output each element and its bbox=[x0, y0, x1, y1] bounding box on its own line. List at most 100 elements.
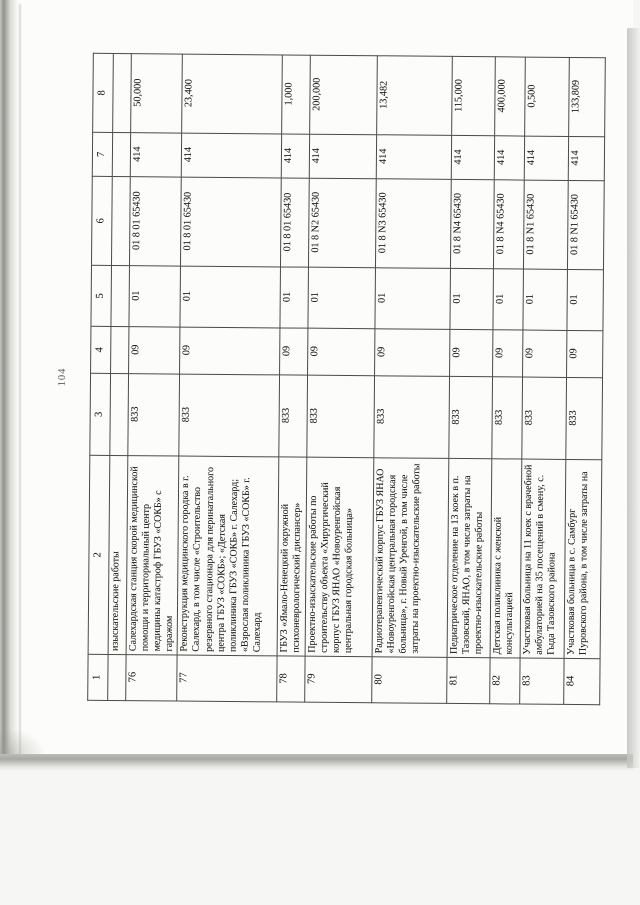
subsection-code-cell: 01 bbox=[307, 267, 376, 329]
budget-table: 1 2 3 4 5 6 7 8 изыскательские работы bbox=[87, 53, 605, 705]
table-row: 77 Реконструкция медицинского городка в … bbox=[177, 54, 283, 702]
section-code-cell: 09 bbox=[374, 328, 450, 377]
expense-type-cell: 414 bbox=[181, 133, 283, 178]
column-header: 3 bbox=[89, 373, 111, 456]
amount-cell: 1,000 bbox=[282, 54, 310, 135]
subsection-code-cell: 01 bbox=[492, 268, 524, 331]
row-number-cell: 84 bbox=[563, 658, 600, 705]
row-number-cell: 81 bbox=[446, 657, 490, 704]
table-row: 84 Участковая больница в с. Самбург Пуро… bbox=[563, 57, 605, 705]
object-name-cell: Радиотерапевтический корпус ГБУЗ ЯНАО «Н… bbox=[371, 457, 449, 658]
amount-cell: 400,000 bbox=[494, 56, 525, 137]
subsection-code-cell: 01 bbox=[128, 265, 181, 328]
section-code-cell: 09 bbox=[449, 329, 493, 377]
row-number-cell: 82 bbox=[489, 657, 520, 705]
grbs-code-cell: 833 bbox=[491, 376, 523, 460]
grbs-code-cell: 833 bbox=[521, 377, 567, 460]
expense-type-cell: 414 bbox=[493, 135, 525, 181]
column-header: 8 bbox=[92, 53, 114, 133]
amount-cell: 23,400 bbox=[182, 54, 283, 134]
grbs-code-cell: 833 bbox=[565, 377, 603, 460]
amount-cell: 50,000 bbox=[130, 53, 183, 134]
grbs-code-cell: 833 bbox=[306, 375, 375, 458]
object-name-cell: ГБУЗ «Ямало-Ненецкий окружной психоневро… bbox=[277, 456, 307, 657]
table-row: 76 Салехардская станция скорой медицинск… bbox=[125, 53, 183, 702]
column-header: 1 bbox=[87, 654, 109, 701]
amount-cell: 115,000 bbox=[451, 56, 495, 136]
expense-type-cell: 414 bbox=[375, 134, 452, 180]
subsection-code-cell bbox=[110, 265, 130, 327]
target-article-cell: 01 8 N3 65430 bbox=[375, 178, 451, 269]
target-article-cell: 01 8 N1 65430 bbox=[523, 180, 568, 270]
rotated-page-content: 104 1 2 3 4 5 6 7 8 изыскательские работ… bbox=[57, 53, 605, 705]
grbs-code-cell bbox=[109, 373, 129, 456]
column-header: 7 bbox=[92, 132, 113, 177]
row-number-cell: 78 bbox=[277, 655, 305, 703]
section-code-cell: 09 bbox=[522, 330, 567, 378]
amount-cell bbox=[112, 53, 132, 133]
section-code-cell: 09 bbox=[179, 327, 281, 375]
subsection-code-cell: 01 bbox=[374, 267, 451, 330]
target-article-cell bbox=[111, 176, 131, 266]
expense-type-cell: 414 bbox=[308, 134, 377, 179]
column-header: 4 bbox=[90, 326, 111, 374]
grbs-code-cell: 833 bbox=[448, 376, 493, 459]
expense-type-cell: 414 bbox=[567, 136, 605, 181]
object-name-cell: изыскательские работы bbox=[108, 455, 128, 655]
target-article-cell: 01 8 N4 65430 bbox=[493, 179, 524, 270]
object-name-cell: Участковая больница на 11 коек с врачебн… bbox=[519, 459, 566, 659]
row-number-cell bbox=[107, 654, 127, 701]
object-name-cell: Проектно-изыскательские работы по строит… bbox=[304, 457, 374, 657]
grbs-code-cell: 833 bbox=[279, 374, 308, 458]
section-code-cell: 09 bbox=[566, 330, 603, 378]
object-name-cell: Детская поликлиника с женской консультац… bbox=[489, 458, 522, 659]
target-article-cell: 01 8 01 65430 bbox=[280, 177, 309, 268]
row-number-cell: 76 bbox=[125, 654, 178, 702]
target-article-cell: 01 8 N2 65430 bbox=[308, 178, 376, 268]
subsection-code-cell: 01 bbox=[180, 266, 281, 328]
target-article-cell: 01 8 01 65430 bbox=[180, 177, 282, 267]
subsection-code-cell: 01 bbox=[522, 269, 568, 331]
row-number-cell: 80 bbox=[371, 656, 447, 704]
expense-type-cell bbox=[112, 132, 131, 177]
expense-type-cell: 414 bbox=[281, 133, 310, 179]
section-code-cell: 09 bbox=[279, 327, 308, 376]
object-name-cell: Салехардская станция скорой медицинской … bbox=[126, 455, 180, 656]
row-number-cell: 79 bbox=[304, 656, 372, 703]
section-code-cell: 09 bbox=[128, 326, 181, 375]
expense-type-cell: 414 bbox=[450, 135, 495, 180]
column-header: 5 bbox=[90, 265, 112, 327]
column-header: 2 bbox=[88, 455, 110, 655]
row-number-cell: 77 bbox=[177, 655, 278, 702]
table-row: 79 Проектно-изыскательские работы по стр… bbox=[304, 55, 377, 703]
paper-edge-shadow-bottom bbox=[0, 754, 633, 771]
target-article-cell: 01 8 N1 65430 bbox=[567, 180, 604, 270]
grbs-code-cell: 833 bbox=[179, 374, 280, 457]
target-article-cell: 01 8 N4 65430 bbox=[450, 179, 494, 269]
subsection-code-cell: 01 bbox=[280, 266, 309, 329]
grbs-code-cell: 833 bbox=[373, 375, 450, 459]
row-number-cell: 83 bbox=[519, 658, 564, 705]
amount-cell: 133,809 bbox=[568, 57, 605, 137]
grbs-code-cell: 833 bbox=[127, 373, 180, 457]
object-name-cell: Реконструкция медицинского городка в г. … bbox=[177, 456, 280, 656]
paper-edge-shadow-right bbox=[627, 28, 640, 768]
section-code-cell: 09 bbox=[307, 328, 375, 376]
paper-edge-line-left bbox=[19, 4, 21, 756]
column-header: 6 bbox=[91, 176, 113, 266]
paper-edge-shadow-left bbox=[0, 0, 18, 762]
table-row: 83 Участковая больница на 11 коек с врач… bbox=[519, 57, 569, 705]
object-name-cell: Участковая больница в с. Самбург Пуровск… bbox=[563, 459, 602, 659]
paper-sheet bbox=[0, 0, 633, 758]
table-row: 81 Педиатрическое отделение на 13 коек в… bbox=[446, 56, 495, 704]
expense-type-cell: 414 bbox=[523, 136, 569, 181]
target-article-cell: 01 8 01 65430 bbox=[129, 176, 182, 267]
section-code-cell bbox=[110, 326, 129, 374]
table-row: 80 Радиотерапевтический корпус ГБУЗ ЯНАО… bbox=[371, 55, 452, 704]
subsection-code-cell: 01 bbox=[566, 269, 604, 331]
amount-cell: 13,482 bbox=[376, 55, 452, 136]
object-name-cell: Педиатрическое отделение на 13 коек в п.… bbox=[446, 458, 492, 658]
amount-cell: 200,000 bbox=[309, 55, 377, 135]
amount-cell: 0,500 bbox=[524, 57, 569, 137]
